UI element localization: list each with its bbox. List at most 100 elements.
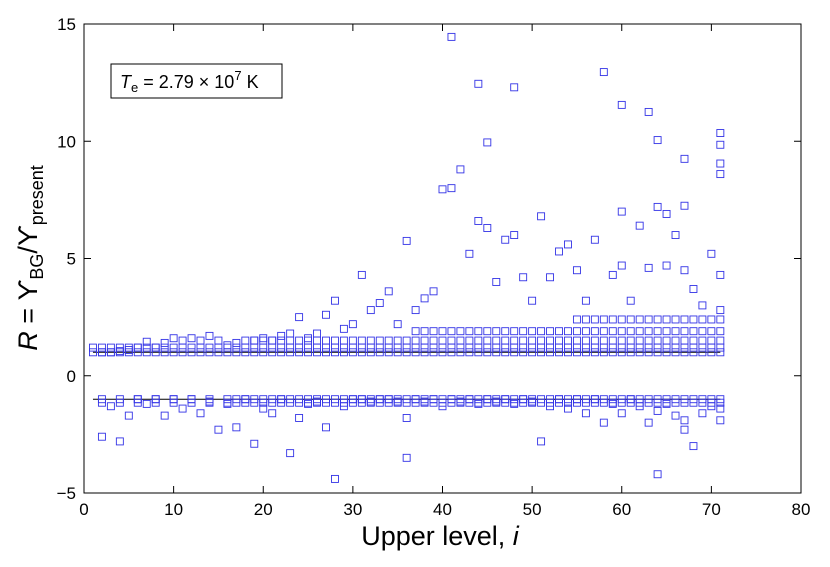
data-point <box>581 336 590 345</box>
data-point <box>671 336 680 345</box>
data-point <box>313 336 321 345</box>
data-point <box>644 343 653 352</box>
data-point <box>644 348 653 357</box>
data-point <box>205 348 214 357</box>
data-point <box>331 474 339 483</box>
data-point <box>689 336 698 345</box>
data-point <box>608 270 617 279</box>
data-point <box>716 343 725 352</box>
data-point <box>250 398 259 407</box>
data-point <box>555 247 563 256</box>
data-point <box>438 336 447 345</box>
data-point <box>716 416 725 425</box>
data-point <box>277 343 286 352</box>
data-point <box>492 348 501 357</box>
data-point <box>572 315 581 324</box>
data-point <box>608 315 617 324</box>
data-point <box>268 398 277 407</box>
data-point <box>357 395 366 404</box>
data-point <box>716 398 725 407</box>
x-tick-label: 70 <box>702 500 721 519</box>
x-tick-label: 10 <box>164 500 183 519</box>
data-point <box>286 348 295 357</box>
data-point <box>546 336 554 345</box>
data-point <box>375 348 384 357</box>
data-point <box>680 201 689 210</box>
annotation-unit: K <box>242 72 259 92</box>
data-point <box>106 402 115 411</box>
data-point <box>501 327 510 336</box>
data-point <box>295 336 304 345</box>
data-point <box>187 343 196 352</box>
data-point <box>286 398 295 407</box>
data-point <box>519 348 528 357</box>
data-point <box>680 416 689 425</box>
data-point <box>142 343 151 352</box>
annotation-sub: e <box>131 80 138 95</box>
data-point <box>322 398 330 407</box>
data-point <box>572 266 581 275</box>
data-point <box>698 315 707 324</box>
data-point <box>707 315 716 324</box>
data-point <box>97 432 106 441</box>
data-point <box>635 327 644 336</box>
data-point <box>483 336 492 345</box>
data-point <box>501 395 510 404</box>
data-point <box>375 343 384 352</box>
data-point <box>429 395 438 404</box>
data-point <box>411 336 420 345</box>
data-point <box>348 395 357 404</box>
y-axis-title-slash: /ϒ <box>13 225 43 254</box>
data-point <box>689 327 698 336</box>
data-point <box>438 348 447 357</box>
data-point <box>564 336 572 345</box>
x-axis-ticks: 0 10 20 30 40 50 60 70 80 <box>79 24 810 519</box>
data-point <box>599 336 608 345</box>
data-point <box>671 398 680 407</box>
data-point <box>286 449 295 458</box>
data-point <box>89 343 97 352</box>
data-point <box>680 154 689 163</box>
y-axis-title-r: R <box>13 331 43 351</box>
data-point <box>501 343 510 352</box>
data-point <box>348 336 357 345</box>
data-point <box>241 343 250 352</box>
data-point <box>205 343 214 352</box>
data-point <box>617 343 626 352</box>
data-point <box>178 404 187 413</box>
temperature-annotation: Te = 2.79 × 107 K <box>110 63 283 99</box>
data-point <box>537 327 546 336</box>
data-point <box>313 397 321 406</box>
x-tick-label: 0 <box>79 500 88 519</box>
annotation-eq: = 2.79 × 10 <box>138 72 234 92</box>
data-point <box>196 348 205 357</box>
data-point <box>447 336 456 345</box>
data-point <box>142 399 151 408</box>
data-point <box>124 346 133 354</box>
data-point <box>124 343 133 352</box>
data-point <box>626 296 635 305</box>
data-point <box>438 185 447 194</box>
data-point <box>393 348 402 357</box>
data-point <box>411 395 420 404</box>
data-point <box>519 343 528 352</box>
data-point <box>716 270 725 279</box>
data-point <box>510 336 519 345</box>
data-point <box>555 327 563 336</box>
data-point <box>465 249 474 258</box>
data-point <box>420 294 429 303</box>
data-point <box>572 395 581 404</box>
data-point <box>564 398 572 407</box>
data-point <box>232 348 241 357</box>
data-point <box>465 336 474 345</box>
data-point <box>304 399 313 408</box>
data-point <box>411 348 420 357</box>
data-point <box>474 399 483 408</box>
data-point <box>671 327 680 336</box>
data-point <box>313 348 321 357</box>
data-point <box>420 348 429 357</box>
data-point <box>402 453 411 462</box>
data-point <box>366 343 375 352</box>
data-point <box>420 343 429 352</box>
